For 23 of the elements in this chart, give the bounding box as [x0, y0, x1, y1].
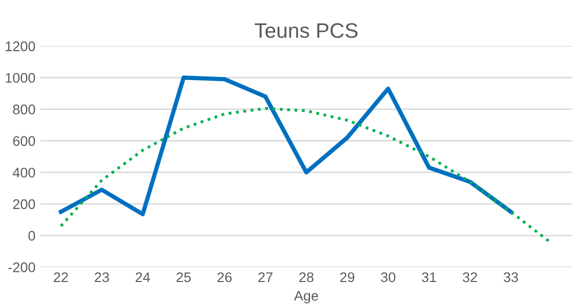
y-tick-label: 600: [13, 136, 36, 146]
x-tick-label: 23: [94, 272, 109, 282]
x-axis-title: Age: [294, 290, 318, 304]
x-tick-label: 32: [462, 272, 477, 282]
x-tick-label: 24: [136, 272, 150, 282]
x-tick-label: 28: [299, 272, 314, 282]
x-tick-label: 22: [54, 272, 68, 282]
y-tick-label: 1200: [6, 41, 36, 52]
y-tick-label: 400: [12, 168, 36, 178]
x-tick-label: 29: [340, 272, 354, 282]
x-tick-label: 26: [218, 272, 232, 282]
line-series: [58, 76, 513, 216]
y-tick-label: 0: [28, 230, 36, 241]
x-tick-label: 30: [380, 272, 396, 282]
y-tick-label: 1000: [6, 72, 36, 83]
chart-title: Teuns PCS: [254, 23, 358, 38]
y-tick-label: 200: [13, 199, 36, 210]
x-tick-label: 27: [258, 272, 272, 282]
y-tick-label: -200: [8, 262, 36, 272]
x-tick-label: 31: [422, 272, 436, 282]
y-tick-label: 800: [13, 104, 36, 114]
x-tick-label: 25: [176, 272, 191, 282]
x-tick-label: 33: [504, 272, 518, 282]
